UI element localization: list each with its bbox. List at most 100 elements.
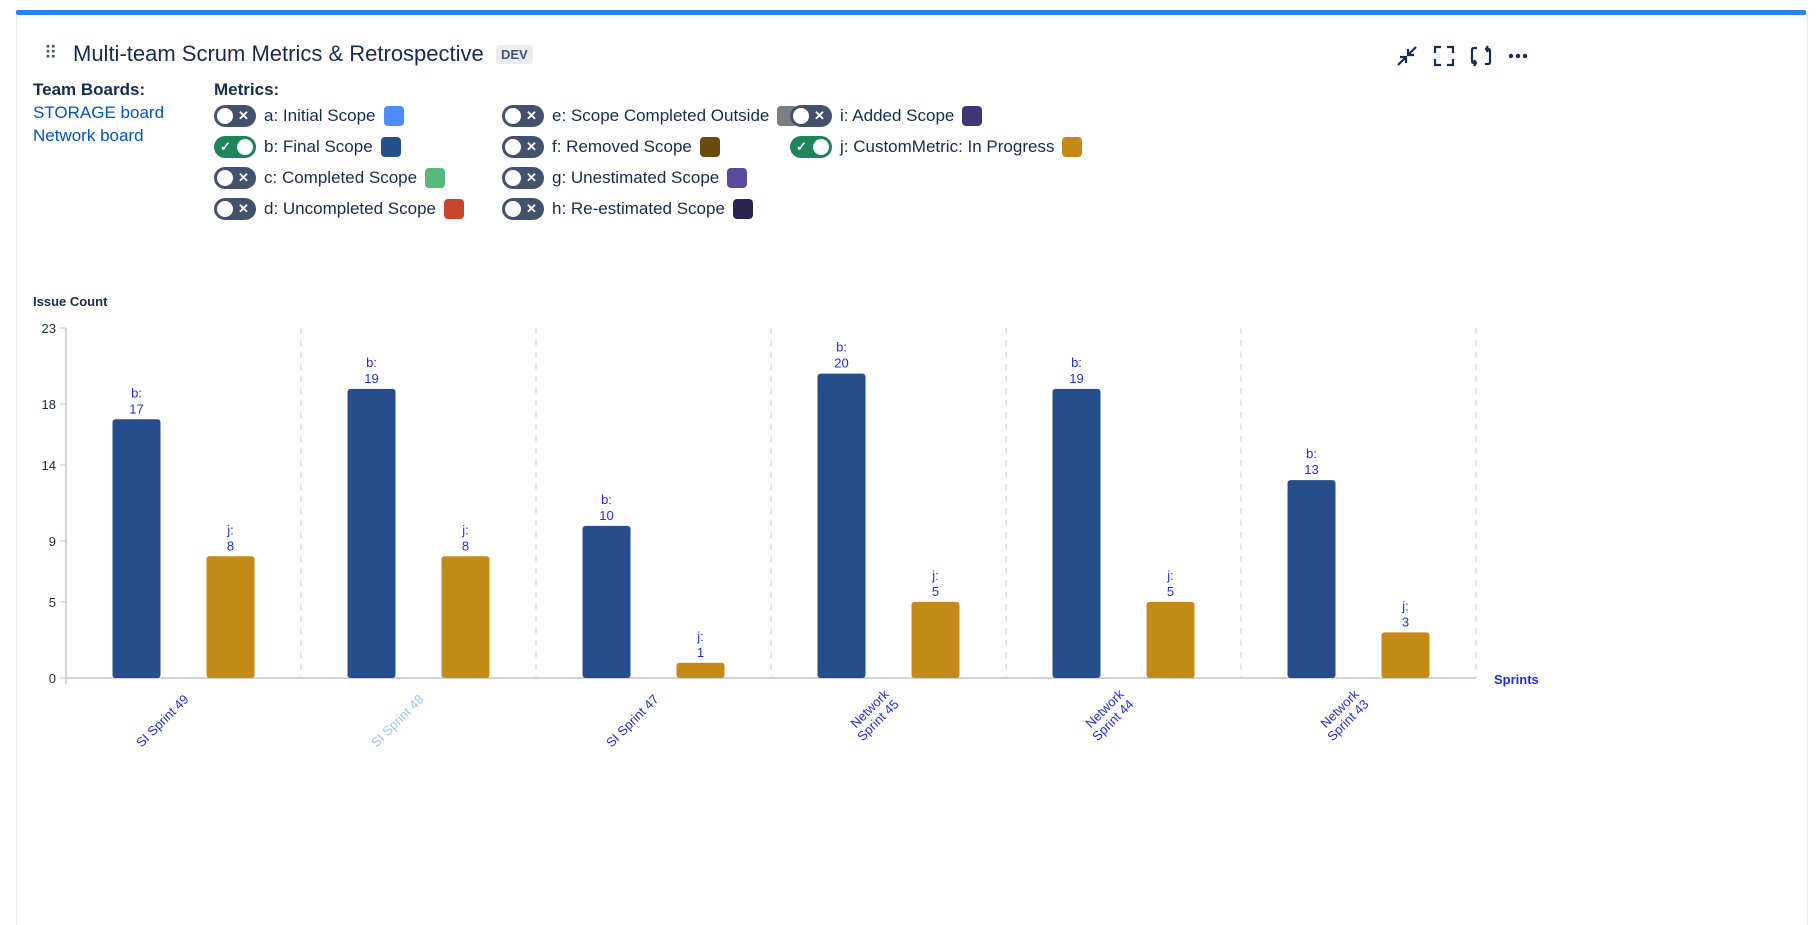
metric-f: ✕ f: Removed Scope (502, 134, 720, 160)
fullscreen-button[interactable] (1429, 41, 1459, 71)
data-label-value: 8 (227, 538, 234, 553)
minimize-icon (1397, 46, 1417, 66)
cross-icon: ✕ (238, 108, 249, 123)
x-tick-label[interactable]: NetworkSprint 44 (1079, 686, 1137, 744)
more-horizontal-icon (1508, 53, 1528, 59)
metric-toggle-g[interactable]: ✕ (502, 167, 544, 189)
data-label-value: 3 (1402, 614, 1409, 629)
metric-a: ✕ a: Initial Scope (214, 103, 404, 129)
bar-j (206, 556, 255, 678)
metric-label-j: j: CustomMetric: In Progress (840, 137, 1055, 156)
bar-b (1287, 480, 1336, 678)
metric-toggle-c[interactable]: ✕ (214, 167, 256, 189)
metric-label-i: i: Added Scope (840, 106, 955, 125)
gadget-header: ⠿ Multi-team Scrum Metrics & Retrospecti… (17, 15, 1807, 75)
toggle-knob (217, 170, 233, 186)
metric-toggle-f[interactable]: ✕ (502, 136, 544, 158)
accent-bar (16, 10, 1806, 15)
toggle-knob (217, 108, 233, 124)
metric-toggle-e[interactable]: ✕ (502, 105, 544, 127)
cross-icon: ✕ (526, 139, 537, 154)
fullscreen-icon (1433, 45, 1455, 67)
data-label-value: 5 (1167, 584, 1174, 599)
metric-c: ✕ c: Completed Scope (214, 165, 446, 191)
data-label-value: 5 (932, 584, 939, 599)
bar-b (347, 388, 396, 678)
y-axis-label: Issue Count (33, 294, 108, 309)
metric-color-swatch-d (444, 199, 464, 219)
metrics-label: Metrics: (214, 80, 280, 99)
x-tick-label[interactable]: SI Sprint 48 (368, 692, 427, 751)
bar-j (676, 662, 725, 678)
data-label-value: 19 (364, 371, 378, 386)
x-tick-label[interactable]: SI Sprint 49 (133, 692, 192, 751)
metric-color-swatch-a (383, 106, 404, 126)
drag-handle-icon[interactable]: ⠿ (44, 43, 58, 63)
metric-toggle-j[interactable]: ✓ (790, 136, 832, 158)
metric-g: ✕ g: Unestimated Scope (502, 165, 748, 191)
data-label-value: 20 (834, 356, 848, 371)
metric-label-g: g: Unestimated Scope (552, 168, 720, 187)
metric-i: ✕ i: Added Scope (790, 103, 983, 129)
metric-toggle-a[interactable]: ✕ (214, 105, 256, 127)
toggle-knob (217, 201, 233, 217)
metric-toggle-h[interactable]: ✕ (502, 198, 544, 220)
gadget-panel: ⠿ Multi-team Scrum Metrics & Retrospecti… (16, 15, 1808, 925)
y-tick-label: 23 (42, 321, 56, 336)
data-label-prefix: b: (131, 385, 142, 400)
board-link-network[interactable]: Network board (33, 126, 144, 145)
bar-j (1381, 632, 1430, 678)
metric-toggle-i[interactable]: ✕ (790, 105, 832, 127)
toggle-knob (237, 139, 253, 155)
data-label-value: 1 (697, 645, 704, 660)
data-label-value: 19 (1069, 371, 1083, 386)
data-label-prefix: b: (366, 355, 377, 370)
refresh-button[interactable] (1466, 41, 1496, 71)
data-label-prefix: j: (696, 629, 704, 644)
metric-e: ✕ e: Scope Completed Outside (502, 103, 798, 129)
data-label-prefix: b: (836, 340, 847, 355)
bar-b (582, 525, 631, 678)
more-options-button[interactable] (1503, 41, 1533, 71)
metric-label-d: d: Uncompleted Scope (264, 199, 436, 218)
toggle-knob (505, 108, 521, 124)
cross-icon: ✕ (238, 201, 249, 216)
data-label-prefix: b: (601, 492, 612, 507)
data-label-value: 10 (599, 508, 613, 523)
cross-icon: ✕ (526, 108, 537, 123)
minimize-button[interactable] (1392, 41, 1422, 71)
metric-b: ✓ b: Final Scope (214, 134, 401, 160)
metric-color-swatch-h (732, 199, 753, 219)
data-label-prefix: j: (931, 568, 939, 583)
metric-toggle-b[interactable]: ✓ (214, 136, 256, 158)
board-link-storage[interactable]: STORAGE board (33, 103, 165, 122)
x-tick-label[interactable]: NetworkSprint 45 (844, 686, 902, 744)
x-tick-label[interactable]: SI Sprint 47 (603, 692, 662, 751)
data-label-prefix: j: (226, 522, 234, 537)
bar-b (1052, 388, 1101, 678)
refresh-icon (1470, 45, 1492, 67)
data-label-prefix: j: (461, 522, 469, 537)
data-label-prefix: j: (1401, 598, 1409, 613)
metric-toggle-d[interactable]: ✕ (214, 198, 256, 220)
metric-d: ✕ d: Uncompleted Scope (214, 196, 464, 222)
metric-color-swatch-f (699, 137, 720, 157)
cross-icon: ✕ (814, 108, 825, 123)
team-boards-label: Team Boards: (33, 80, 146, 99)
data-label-value: 17 (129, 401, 143, 416)
cross-icon: ✕ (526, 201, 537, 216)
metric-label-f: f: Removed Scope (552, 137, 692, 156)
toggle-knob (505, 201, 521, 217)
metric-label-e: e: Scope Completed Outside (552, 106, 770, 125)
metric-h: ✕ h: Re-estimated Scope (502, 196, 753, 222)
metric-label-c: c: Completed Scope (264, 168, 418, 187)
bar-b (817, 373, 866, 678)
data-label-prefix: b: (1071, 355, 1082, 370)
y-tick-label: 18 (42, 397, 56, 412)
metric-j: ✓ j: CustomMetric: In Progress (790, 134, 1083, 160)
x-tick-label[interactable]: NetworkSprint 43 (1314, 686, 1372, 744)
metric-color-swatch-b (380, 137, 401, 157)
y-tick-label: 9 (49, 534, 56, 549)
metric-color-swatch-j (1062, 137, 1083, 157)
